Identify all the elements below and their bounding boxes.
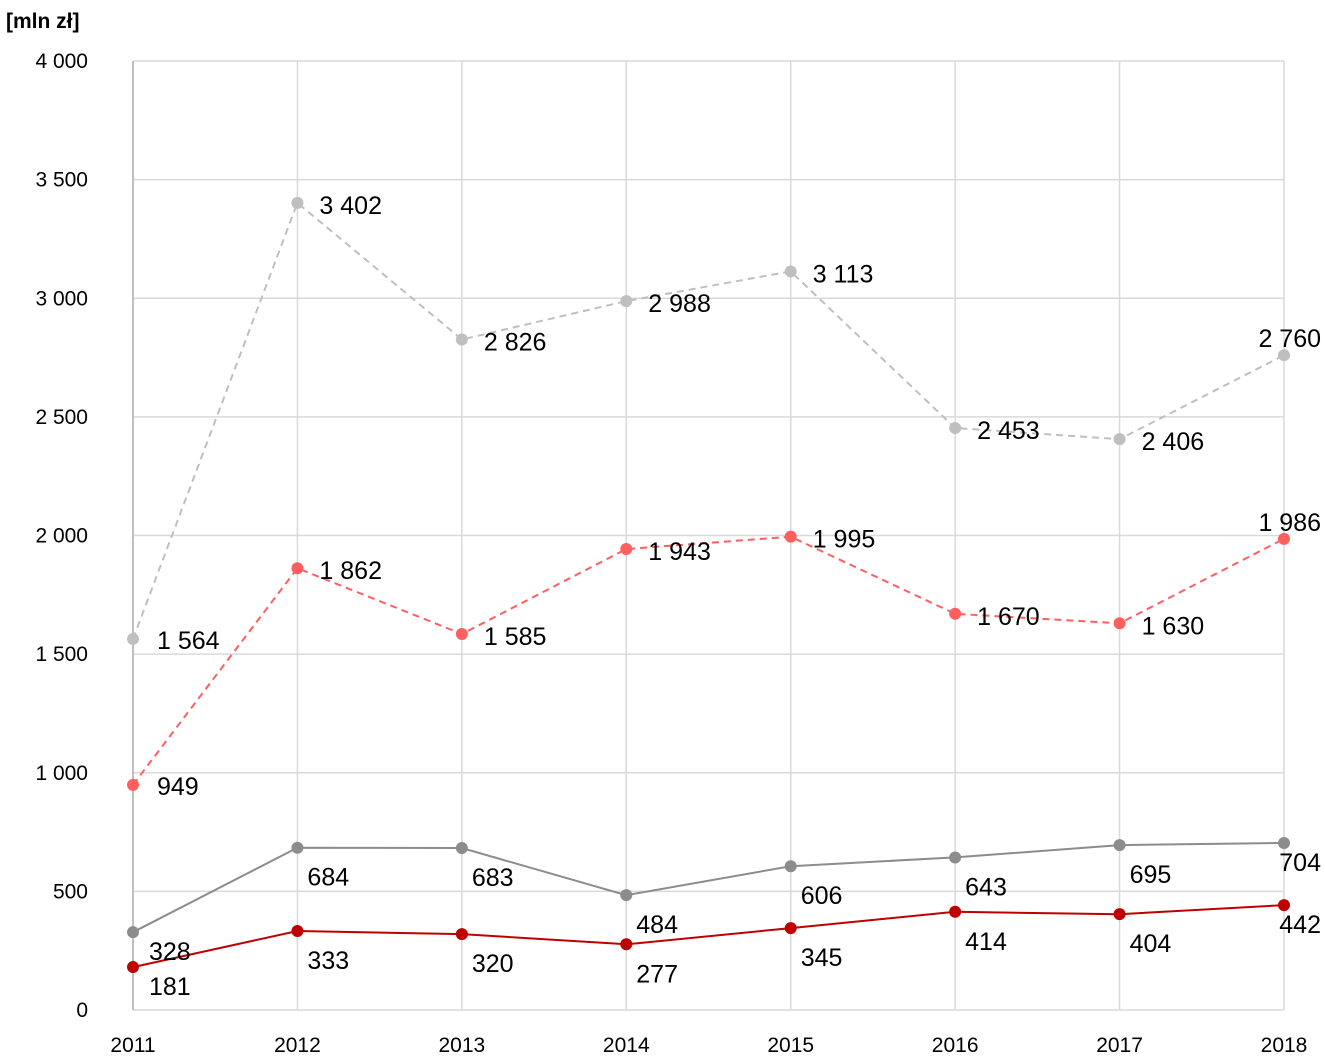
data-label: 2 406 [1142,428,1205,456]
y-tick-label: 4 000 [35,50,88,73]
data-label: 684 [307,864,349,892]
x-tick-label: 2015 [767,1034,814,1056]
data-label: 3 113 [813,260,874,288]
data-label: 2 760 [1258,325,1321,353]
data-point [127,926,139,939]
data-point [127,632,139,645]
data-label: 2 453 [977,417,1040,445]
x-tick-label: 2017 [1096,1034,1143,1056]
data-label: 606 [801,882,843,910]
data-point [784,860,797,873]
x-tick-label: 2012 [274,1034,321,1056]
data-label: 1 585 [484,623,547,651]
y-tick-label: 2 000 [35,525,88,548]
data-point [1278,836,1290,849]
series-lines [127,196,1290,974]
x-tick-label: 2013 [438,1034,485,1056]
x-tick-label: 2011 [110,1034,155,1056]
data-point [620,543,633,556]
y-tick-label: 1 500 [35,643,88,666]
data-point [1278,899,1290,912]
series-line [132,201,1285,640]
data-point [1278,349,1290,362]
data-point [291,841,304,854]
data-point [1113,839,1126,852]
data-label: 1 862 [319,557,382,585]
data-point [620,938,633,951]
data-point [455,928,468,941]
x-tick-label: 2016 [932,1034,979,1056]
data-label: 1 670 [977,603,1040,631]
y-tick-label: 0 [76,999,88,1022]
series-3 [127,836,1290,939]
data-label: 1 943 [648,538,711,566]
data-label: 277 [636,960,678,988]
data-label: 345 [801,944,843,972]
data-label: 949 [157,773,199,801]
data-label: 704 [1279,849,1321,877]
data-label: 181 [149,973,191,1001]
data-point [949,422,962,435]
data-label: 333 [307,947,349,975]
data-label: 1 630 [1142,612,1205,640]
data-point [291,924,304,937]
data-point [1113,908,1126,921]
data-point [620,889,633,902]
data-point [949,607,962,620]
data-point [784,530,797,543]
grid [132,60,1285,1011]
y-tick-label: 3 000 [35,287,88,310]
data-label: 320 [472,950,514,978]
series-line [132,535,1285,786]
data-label: 484 [636,911,678,939]
data-point [784,922,797,935]
y-tick-label: 1 000 [35,762,88,785]
data-point [620,295,633,308]
data-label: 3 402 [319,192,382,220]
x-tick-label: 2014 [603,1034,650,1056]
data-label: 328 [149,938,191,966]
data-label: 695 [1130,861,1172,889]
y-tick-label: 3 500 [35,169,88,192]
data-point [949,851,962,864]
data-label: 404 [1130,930,1172,958]
data-point [127,961,139,974]
series-line [132,904,1285,969]
data-point [1113,433,1126,446]
data-label: 1 986 [1258,509,1321,537]
series-line [132,842,1285,934]
data-point [291,562,304,575]
data-point [1113,617,1126,630]
y-tick-label: 2 500 [35,406,88,429]
x-tick-label: 2018 [1261,1034,1308,1056]
axes: 0 500 1 000 1 500 2 000 2 500 3 000 3 500 4 000 2… [35,50,1307,1056]
data-label: 2 988 [648,290,711,318]
data-point [455,841,468,854]
data-point [291,196,304,209]
data-point [127,778,139,791]
data-point [949,905,962,918]
data-label: 414 [965,928,1007,956]
data-label: 643 [965,873,1007,901]
data-label: 2 826 [484,329,547,357]
data-label: 442 [1279,911,1321,939]
series-4 [127,899,1290,974]
data-label: 1 564 [157,627,220,655]
y-tick-label: 500 [53,880,88,903]
data-label: 1 995 [813,526,876,554]
y-axis-unit-label: [mln zł] [6,10,80,33]
data-point [455,333,468,346]
data-point [1278,532,1290,545]
data-point [784,265,797,278]
data-point [455,627,468,640]
series-2 [127,530,1290,791]
data-labels: 1 564 3 402 2 826 2 988 3 113 2 453 2 406 2 760… [149,192,1321,1001]
series-1 [127,196,1290,645]
data-label: 683 [472,864,514,892]
